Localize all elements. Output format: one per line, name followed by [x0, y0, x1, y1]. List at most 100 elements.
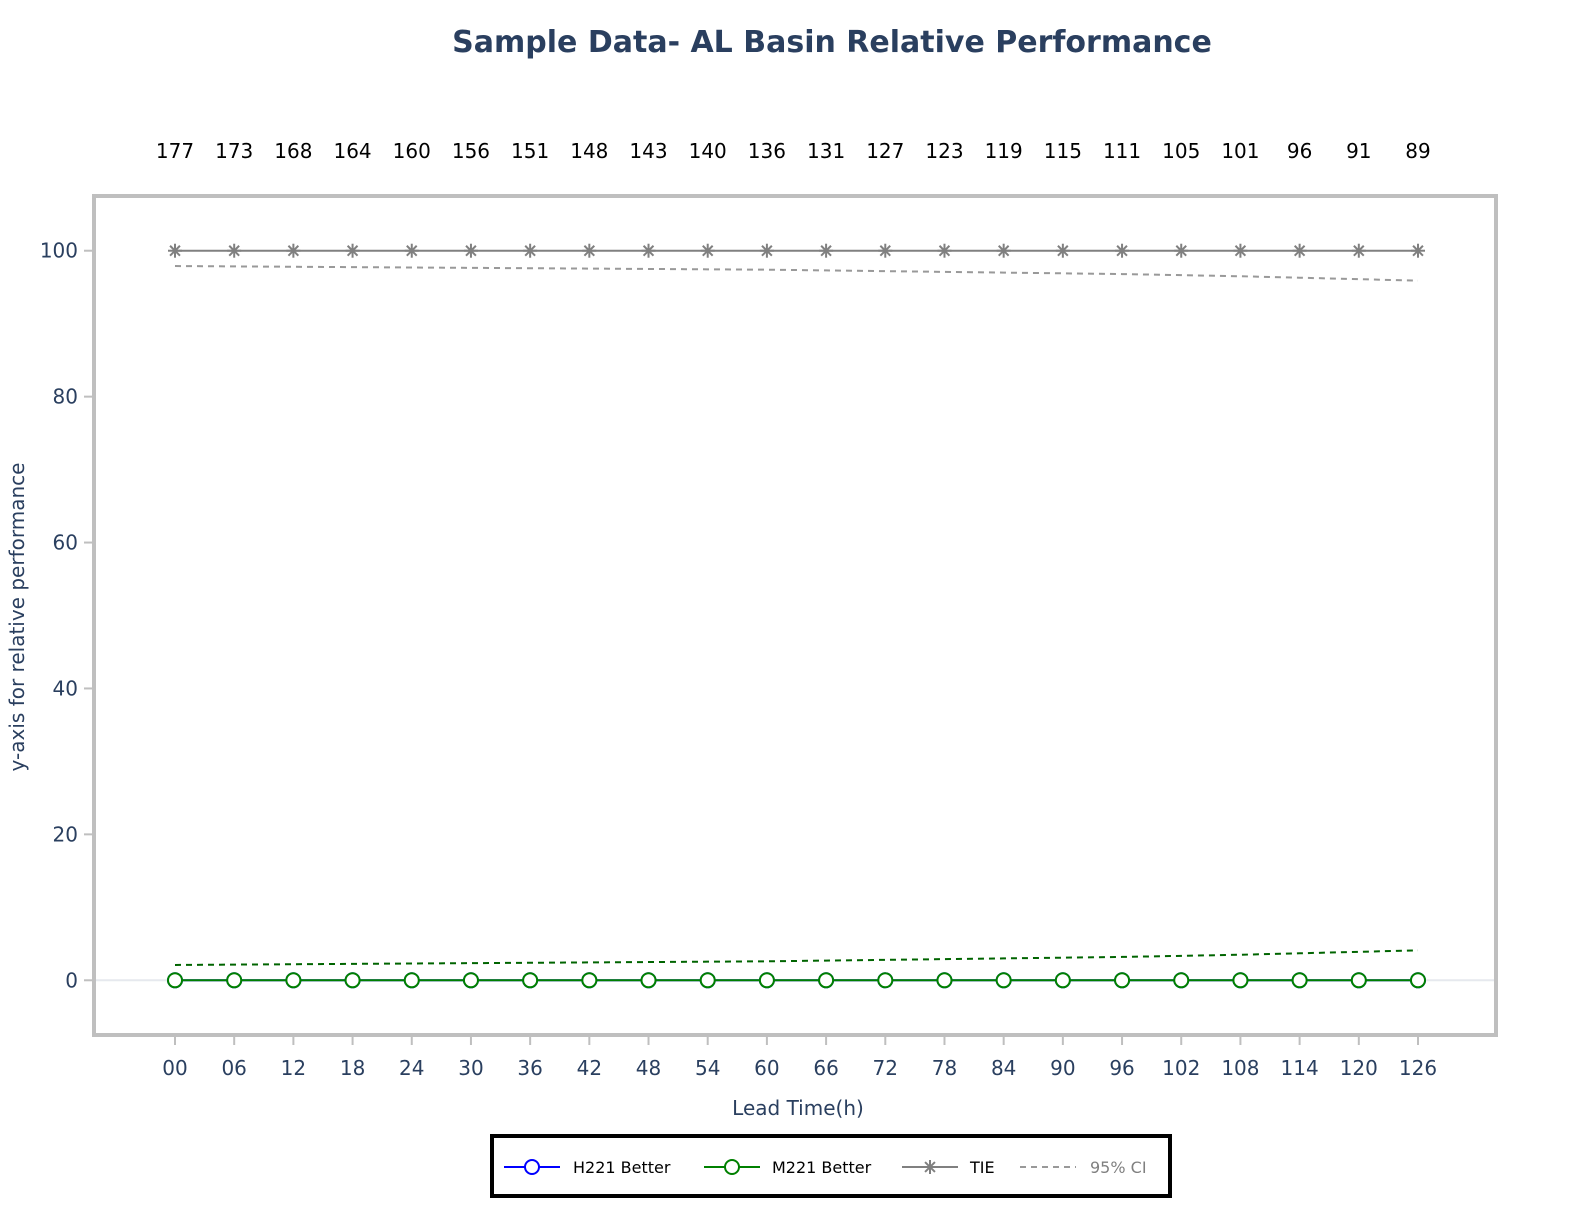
m221-better-point: [344, 972, 361, 989]
m221-better-point: [403, 972, 420, 989]
tie-point: [582, 243, 597, 258]
sample-count-label: 119: [985, 139, 1023, 163]
sample-count-label: 143: [629, 139, 667, 163]
x-tick-label: 102: [1162, 1056, 1200, 1080]
x-tick-label: 48: [636, 1056, 661, 1080]
x-tick-label: 114: [1281, 1056, 1319, 1080]
m221-better-point: [936, 972, 953, 989]
tie-point: [227, 243, 242, 258]
tie-point: [1411, 243, 1425, 258]
legend: H221 Better M221 Better TIE 95% CI: [490, 1134, 1172, 1198]
y-tick-label: 40: [53, 676, 78, 700]
x-tick-label: 30: [458, 1056, 483, 1080]
plot-frame: [92, 194, 1498, 1037]
m221-better-point: [1232, 972, 1249, 989]
sample-count-label: 127: [866, 139, 904, 163]
sample-count-label: 101: [1221, 139, 1259, 163]
y-tick-label: 100: [40, 239, 78, 263]
x-tick-label: 60: [754, 1056, 779, 1080]
m221-better-point: [1114, 972, 1131, 989]
m221-better-point: [699, 972, 716, 989]
m221-better-point: [877, 972, 894, 989]
sample-count-label: 156: [452, 139, 490, 163]
ci-upper-line: [174, 265, 1419, 282]
tie-point: [168, 243, 182, 258]
x-tick-label: 36: [517, 1056, 542, 1080]
sample-count-label: 131: [807, 139, 845, 163]
sample-count-label: 164: [333, 139, 371, 163]
m221-better-point: [226, 972, 243, 989]
sample-count-label: 148: [570, 139, 608, 163]
legend-label-m221-better: M221 Better: [772, 1158, 872, 1177]
x-tick-label: 84: [991, 1056, 1016, 1080]
x-tick-label: 12: [281, 1056, 306, 1080]
y-axis-label: y-axis for relative performance: [5, 463, 29, 772]
legend-label-tie: TIE: [969, 1158, 995, 1177]
sample-count-label: 151: [511, 139, 549, 163]
legend-marker-h221-better: [524, 1159, 540, 1175]
plot-layer: 0 20 40 60 80 100 00 06 12 18 24 30 36 42 48 54 60 66 72 78…: [40, 139, 1498, 1080]
tie-point: [523, 243, 538, 258]
sample-count-label: 168: [274, 139, 312, 163]
m221-better-point: [1054, 972, 1071, 989]
tie-point: [819, 243, 834, 258]
x-tick-label: 108: [1221, 1056, 1259, 1080]
sample-count-label: 160: [393, 139, 431, 163]
tie-point: [345, 243, 360, 258]
m221-better-point: [462, 972, 479, 989]
tie-point: [996, 243, 1011, 258]
y-tick-label: 20: [53, 822, 78, 846]
tie-point: [404, 243, 419, 258]
legend-marker-tie: [923, 1160, 937, 1174]
tie-point: [463, 243, 478, 258]
x-tick-label: 126: [1399, 1056, 1437, 1080]
tie-point: [1292, 243, 1307, 258]
x-tick-label: 120: [1340, 1056, 1378, 1080]
sample-count-label: 89: [1405, 139, 1430, 163]
legend-marker-m221-better: [724, 1159, 740, 1175]
m221-better-point: [1291, 972, 1308, 989]
sample-count-label: 111: [1103, 139, 1141, 163]
legend-label-95-ci: 95% CI: [1090, 1158, 1147, 1177]
chart-title: Sample Data- AL Basin Relative Performan…: [452, 25, 1212, 60]
tie-point: [641, 243, 656, 258]
tie-point: [1055, 243, 1070, 258]
tie-point: [1115, 243, 1130, 258]
x-tick-label: 06: [221, 1056, 246, 1080]
m221-better-point: [285, 972, 302, 989]
x-tick-label: 66: [813, 1056, 838, 1080]
x-tick-label: 96: [1109, 1056, 1134, 1080]
m221-better-point: [995, 972, 1012, 989]
sample-count-label: 140: [689, 139, 727, 163]
ci-lower-line: [174, 949, 1419, 966]
m221-better-point: [640, 972, 657, 989]
x-tick-label: 78: [932, 1056, 957, 1080]
x-tick-label: 00: [162, 1056, 187, 1080]
m221-better-point: [581, 972, 598, 989]
y-tick-label: 60: [53, 531, 78, 555]
m221-better-point: [818, 972, 835, 989]
x-axis-label: Lead Time(h): [732, 1096, 864, 1120]
m221-better-point: [1173, 972, 1190, 989]
tie-point: [286, 243, 301, 258]
sample-count-label: 115: [1044, 139, 1082, 163]
sample-count-label: 123: [925, 139, 963, 163]
tie-point: [700, 243, 715, 258]
m221-better-point: [1350, 972, 1367, 989]
m221-better-point: [167, 972, 183, 989]
tie-point: [878, 243, 893, 258]
m221-better-point: [522, 972, 539, 989]
x-tick-label: 90: [1050, 1056, 1075, 1080]
sample-count-label: 91: [1346, 139, 1371, 163]
tie-point: [937, 243, 952, 258]
y-tick-label: 0: [65, 968, 78, 992]
sample-count-label: 96: [1287, 139, 1312, 163]
sample-count-label: 177: [156, 139, 194, 163]
sample-count-label: 105: [1162, 139, 1200, 163]
x-tick-label: 54: [695, 1056, 720, 1080]
x-tick-label: 42: [577, 1056, 602, 1080]
y-tick-label: 80: [53, 385, 78, 409]
tie-point: [1233, 243, 1248, 258]
